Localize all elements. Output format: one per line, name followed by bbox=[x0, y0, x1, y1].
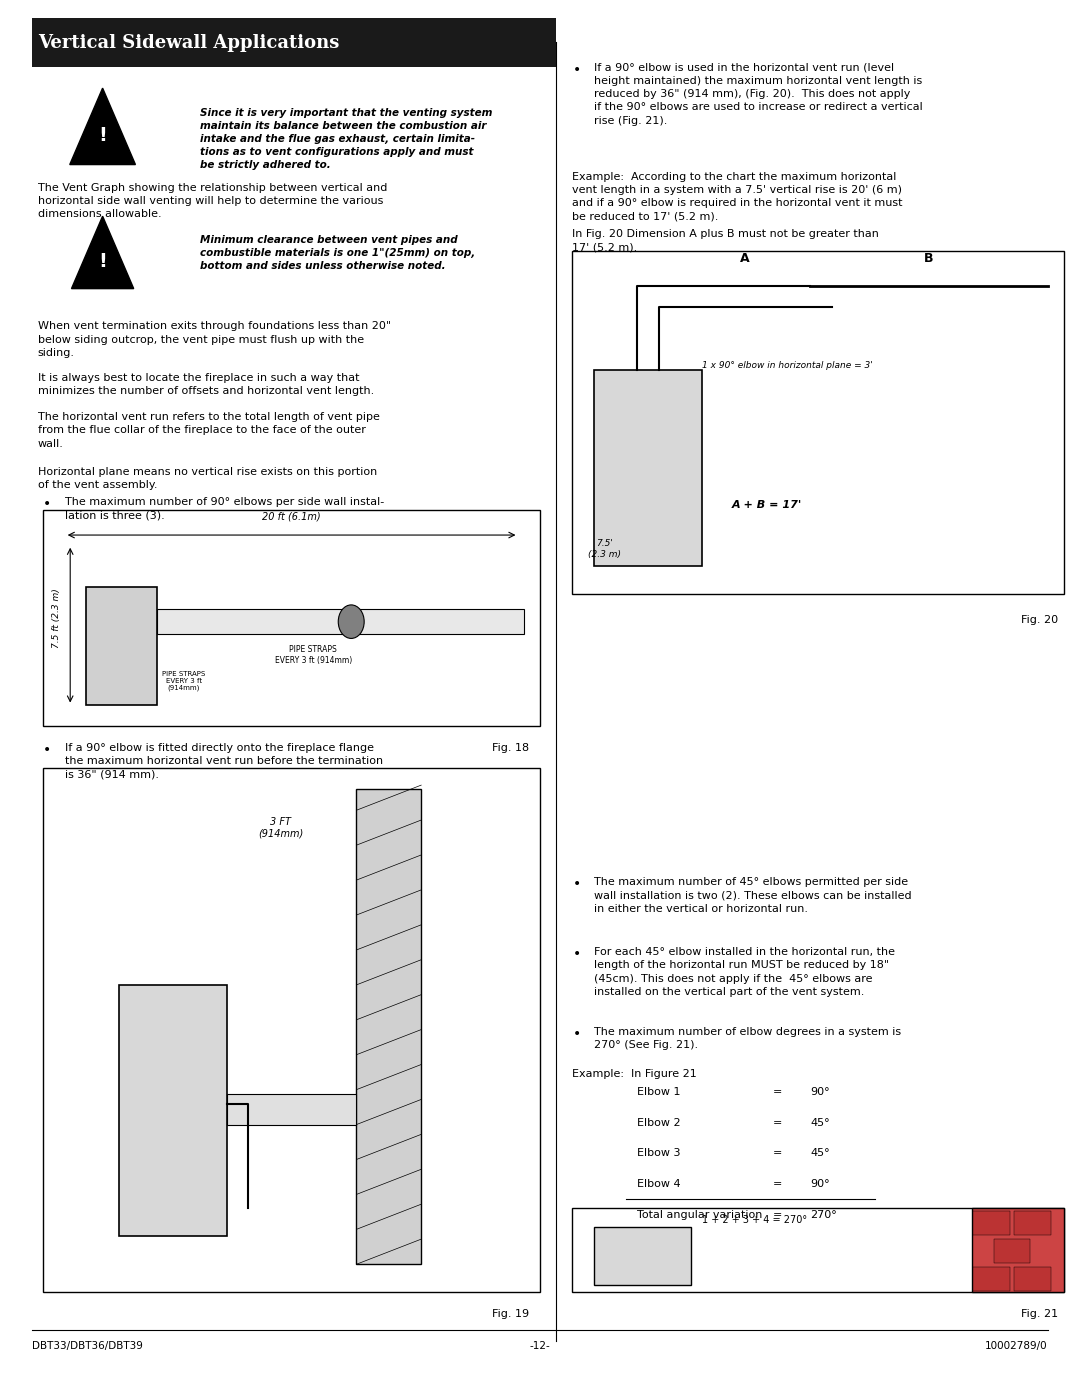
Text: •: • bbox=[43, 743, 52, 757]
Text: Elbow 1: Elbow 1 bbox=[637, 1087, 680, 1097]
Text: Example:  According to the chart the maximum horizontal
vent length in a system : Example: According to the chart the maxi… bbox=[572, 172, 903, 222]
Text: Since it is very important that the venting system
maintain its balance between : Since it is very important that the vent… bbox=[200, 108, 492, 170]
Polygon shape bbox=[71, 217, 134, 289]
Bar bbox=[1014, 1211, 1051, 1235]
Bar bbox=[119, 985, 227, 1236]
Text: 90°: 90° bbox=[810, 1179, 829, 1189]
Text: If a 90° elbow is fitted directly onto the fireplace flange
the maximum horizont: If a 90° elbow is fitted directly onto t… bbox=[65, 743, 383, 780]
Text: Example:  In Figure 21: Example: In Figure 21 bbox=[572, 1069, 698, 1078]
Bar bbox=[227, 1094, 356, 1125]
Text: The maximum number of 90° elbows per side wall instal-
lation is three (3).: The maximum number of 90° elbows per sid… bbox=[65, 497, 384, 521]
Text: B: B bbox=[924, 253, 933, 265]
Text: The maximum number of elbow degrees in a system is
270° (See Fig. 21).: The maximum number of elbow degrees in a… bbox=[594, 1027, 901, 1051]
Bar bbox=[572, 1208, 1064, 1292]
Text: PIPE STRAPS
EVERY 3 ft (914mm): PIPE STRAPS EVERY 3 ft (914mm) bbox=[274, 645, 352, 665]
Text: A: A bbox=[741, 253, 750, 265]
Text: PIPE STRAPS
EVERY 3 ft
(914mm): PIPE STRAPS EVERY 3 ft (914mm) bbox=[162, 671, 205, 692]
Bar bbox=[1014, 1267, 1051, 1291]
Text: =: = bbox=[773, 1148, 782, 1158]
Text: A + B = 17': A + B = 17' bbox=[731, 500, 802, 510]
Circle shape bbox=[338, 605, 364, 638]
Text: =: = bbox=[773, 1118, 782, 1127]
Bar bbox=[43, 510, 540, 726]
Text: •: • bbox=[572, 877, 581, 891]
Text: 1 x 90° elbow in horizontal plane = 3': 1 x 90° elbow in horizontal plane = 3' bbox=[702, 362, 873, 370]
Text: The Vent Graph showing the relationship between vertical and
horizontal side wal: The Vent Graph showing the relationship … bbox=[38, 183, 387, 219]
Text: !: ! bbox=[98, 126, 107, 145]
Text: •: • bbox=[572, 63, 581, 77]
Bar bbox=[994, 1239, 1030, 1263]
Bar bbox=[86, 587, 157, 705]
Bar bbox=[356, 789, 421, 1264]
Text: Fig. 18: Fig. 18 bbox=[492, 743, 529, 753]
Bar bbox=[594, 370, 702, 566]
Text: =: = bbox=[773, 1210, 782, 1220]
Text: 7.5'
(2.3 m): 7.5' (2.3 m) bbox=[589, 539, 621, 559]
Text: For each 45° elbow installed in the horizontal run, the
length of the horizontal: For each 45° elbow installed in the hori… bbox=[594, 947, 895, 997]
Text: 90°: 90° bbox=[810, 1087, 829, 1097]
Bar bbox=[157, 609, 524, 634]
Text: 45°: 45° bbox=[810, 1118, 829, 1127]
Text: =: = bbox=[773, 1087, 782, 1097]
Text: Horizontal plane means no vertical rise exists on this portion
of the vent assem: Horizontal plane means no vertical rise … bbox=[38, 467, 377, 490]
Text: When vent termination exits through foundations less than 20"
below siding outcr: When vent termination exits through foun… bbox=[38, 321, 391, 358]
Text: 7.5 ft (2.3 m): 7.5 ft (2.3 m) bbox=[52, 588, 60, 648]
Text: =: = bbox=[773, 1179, 782, 1189]
Bar bbox=[594, 1227, 691, 1285]
Text: In Fig. 20 Dimension A plus B must not be greater than
17' (5.2 m).: In Fig. 20 Dimension A plus B must not b… bbox=[572, 229, 879, 253]
Bar bbox=[43, 768, 540, 1292]
Text: Total angular variation: Total angular variation bbox=[637, 1210, 762, 1220]
Text: Vertical Sidewall Applications: Vertical Sidewall Applications bbox=[38, 34, 339, 52]
Text: Minimum clearance between vent pipes and
combustible materials is one 1"(25mm) o: Minimum clearance between vent pipes and… bbox=[200, 235, 475, 271]
Text: Elbow 4: Elbow 4 bbox=[637, 1179, 680, 1189]
Bar bbox=[972, 1208, 1064, 1292]
Text: Elbow 3: Elbow 3 bbox=[637, 1148, 680, 1158]
Text: 45°: 45° bbox=[810, 1148, 829, 1158]
Text: It is always best to locate the fireplace in such a way that
minimizes the numbe: It is always best to locate the fireplac… bbox=[38, 373, 374, 397]
Text: 20 ft (6.1m): 20 ft (6.1m) bbox=[262, 511, 321, 521]
Text: 3 FT
(914mm): 3 FT (914mm) bbox=[258, 817, 303, 838]
Text: If a 90° elbow is used in the horizontal vent run (level
height maintained) the : If a 90° elbow is used in the horizontal… bbox=[594, 63, 922, 126]
Text: !: ! bbox=[98, 251, 107, 271]
Text: -12-: -12- bbox=[529, 1341, 551, 1351]
Text: •: • bbox=[572, 1027, 581, 1041]
Text: 270°: 270° bbox=[810, 1210, 837, 1220]
Text: •: • bbox=[43, 497, 52, 511]
Text: The maximum number of 45° elbows permitted per side
wall installation is two (2): The maximum number of 45° elbows permitt… bbox=[594, 877, 912, 914]
Text: DBT33/DBT36/DBT39: DBT33/DBT36/DBT39 bbox=[32, 1341, 144, 1351]
Text: Fig. 21: Fig. 21 bbox=[1022, 1309, 1058, 1319]
Text: Elbow 2: Elbow 2 bbox=[637, 1118, 680, 1127]
Text: Fig. 20: Fig. 20 bbox=[1022, 615, 1058, 624]
Bar bbox=[572, 251, 1064, 594]
Bar bbox=[973, 1211, 1010, 1235]
Bar bbox=[973, 1267, 1010, 1291]
Text: The horizontal vent run refers to the total length of vent pipe
from the flue co: The horizontal vent run refers to the to… bbox=[38, 412, 380, 448]
FancyBboxPatch shape bbox=[32, 18, 556, 67]
Text: 10002789/0: 10002789/0 bbox=[985, 1341, 1048, 1351]
Text: Fig. 19: Fig. 19 bbox=[492, 1309, 529, 1319]
Text: 1 + 2 + 3 + 4 = 270°: 1 + 2 + 3 + 4 = 270° bbox=[702, 1215, 807, 1225]
Polygon shape bbox=[70, 88, 135, 165]
Text: •: • bbox=[572, 947, 581, 961]
